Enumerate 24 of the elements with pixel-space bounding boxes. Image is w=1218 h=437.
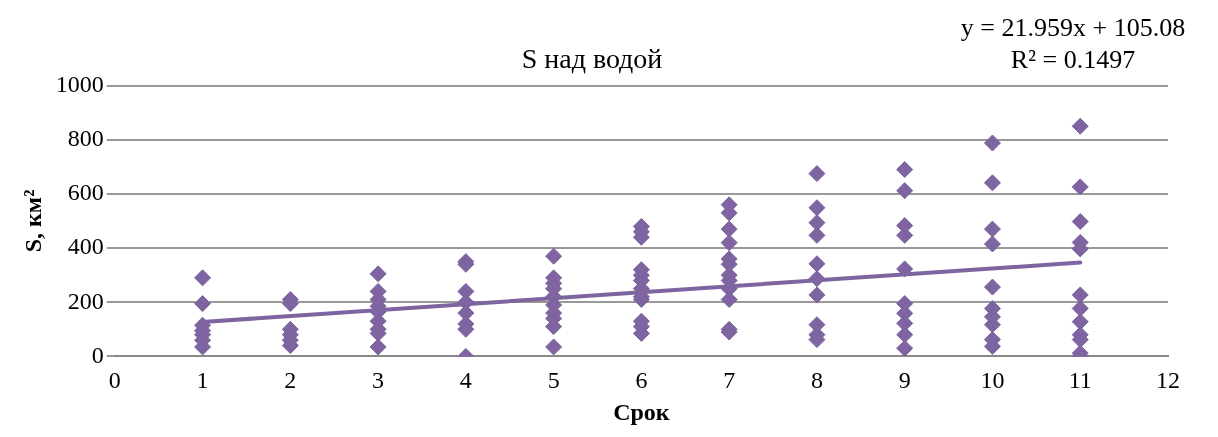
chart-title: S над водой	[521, 43, 663, 75]
x-tick-label: 3	[372, 367, 385, 394]
y-tick-label: 600	[67, 179, 104, 206]
x-tick-label: 4	[459, 367, 472, 394]
y-tick-label: 400	[67, 233, 104, 260]
y-tick-label: 200	[67, 287, 104, 314]
y-tick-label: 0	[91, 341, 104, 368]
x-tick-label: 10	[980, 367, 1005, 394]
x-tick-label: 12	[1156, 367, 1180, 394]
x-tick-label: 0	[108, 367, 121, 394]
x-tick-label: 9	[898, 367, 911, 394]
x-tick-label: 6	[635, 367, 648, 394]
x-tick-label: 8	[810, 367, 823, 394]
y-axis-title: S, км²	[19, 189, 46, 253]
x-tick-label: 5	[547, 367, 560, 394]
x-tick-label: 2	[284, 367, 297, 394]
text: R² = 0.1497	[1010, 44, 1136, 74]
x-tick-label: 1	[196, 367, 209, 394]
x-tick-label: 11	[1068, 367, 1092, 394]
y-tick-label: 800	[67, 125, 104, 152]
x-tick-label: 7	[723, 367, 736, 394]
text: y = 21.959x + 105.08	[960, 12, 1186, 42]
y-tick-label: 1000	[55, 70, 104, 97]
x-axis-title: Срок	[613, 398, 670, 425]
